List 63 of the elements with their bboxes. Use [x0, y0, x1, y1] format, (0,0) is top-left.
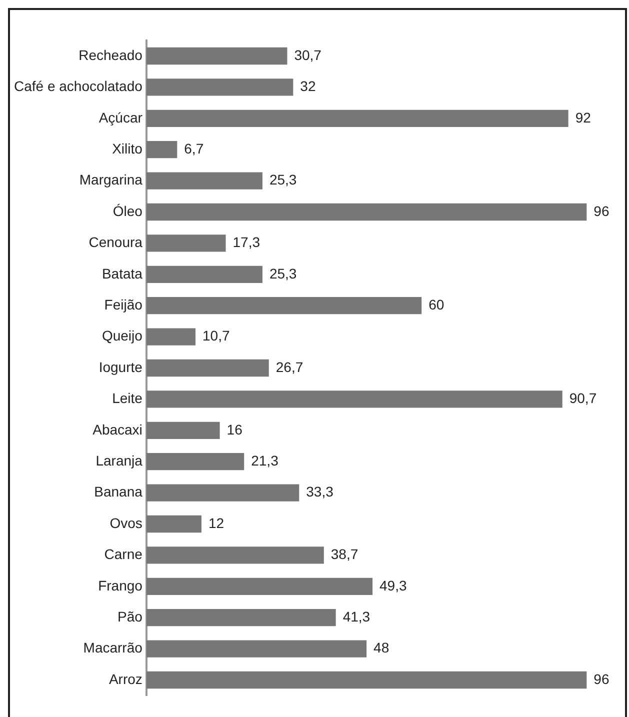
data-label: 21,3	[251, 452, 279, 468]
bar	[146, 453, 244, 470]
data-label: 30,7	[294, 46, 322, 63]
y-tick-label: Óleo	[112, 202, 143, 219]
y-tick-label: Batata	[102, 265, 143, 282]
data-label: 92	[575, 109, 592, 126]
data-label: 12	[208, 514, 224, 531]
bar	[146, 203, 587, 221]
y-tick-label: Feijão	[104, 296, 143, 312]
bar	[146, 141, 178, 158]
bar	[146, 266, 262, 283]
bar	[146, 47, 288, 65]
bar	[146, 546, 324, 564]
bar	[146, 578, 373, 595]
bar	[146, 515, 202, 533]
bar	[146, 328, 196, 346]
y-tick-label: Queijo	[102, 328, 143, 344]
bar	[146, 234, 226, 252]
bar	[146, 297, 422, 314]
y-tick-label: Leite	[112, 390, 143, 406]
data-label: 38,7	[330, 546, 358, 562]
y-tick-label: Frango	[98, 577, 143, 594]
data-label: 17,3	[232, 234, 260, 250]
y-tick-label: Laranja	[96, 452, 143, 468]
data-label: 41,3	[342, 608, 370, 624]
y-tick-label: Macarrão	[83, 640, 143, 656]
data-label: 26,7	[276, 358, 304, 375]
data-label: 96	[594, 670, 610, 687]
data-label: 33,3	[306, 484, 334, 500]
bar	[146, 172, 262, 190]
data-label: 25,3	[269, 172, 297, 188]
data-label: 10,7	[202, 328, 230, 344]
data-label: 60	[428, 296, 444, 312]
y-tick-label: Açúcar	[98, 109, 143, 126]
y-tick-label: Pão	[118, 608, 143, 624]
y-tick-label: Recheado	[78, 46, 143, 63]
bar	[146, 359, 269, 377]
bar	[146, 640, 367, 658]
bar	[146, 390, 562, 408]
data-label: 25,3	[269, 265, 297, 282]
data-label: 16	[226, 421, 243, 438]
bar	[146, 484, 300, 502]
bar	[146, 422, 220, 439]
data-label: 32	[300, 78, 316, 94]
data-label: 49,3	[380, 577, 407, 594]
data-label: 90,7	[569, 390, 597, 406]
data-label: 48	[374, 640, 390, 656]
y-tick-label: Ovos	[110, 514, 142, 531]
y-tick-label: Margarina	[79, 172, 143, 188]
bar	[146, 110, 568, 127]
y-tick-label: Iogurte	[98, 358, 143, 375]
bar	[146, 78, 294, 96]
y-tick-label: Banana	[94, 484, 143, 500]
y-tick-label: Carne	[104, 546, 143, 562]
y-tick-label: Café e achocolatado	[14, 78, 143, 94]
bar	[146, 609, 336, 626]
y-tick-label: Xilito	[112, 140, 143, 156]
data-label: 96	[594, 202, 610, 219]
bar	[146, 671, 587, 689]
y-tick-label: Arroz	[108, 670, 142, 687]
y-tick-label: Abacaxi	[92, 421, 142, 438]
data-label: 6,7	[184, 140, 204, 156]
y-tick-label: Cenoura	[88, 234, 143, 250]
